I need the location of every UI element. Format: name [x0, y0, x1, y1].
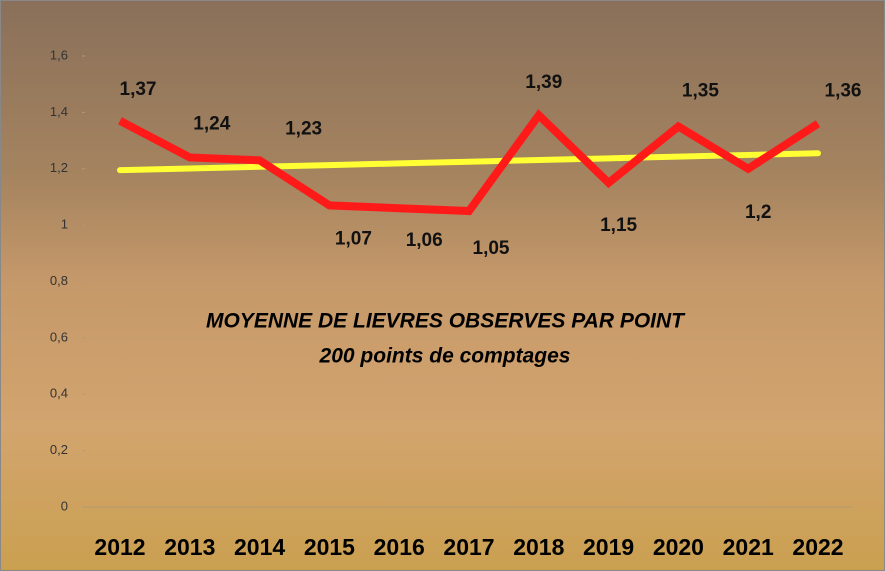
chart-title: MOYENNE DE LIEVRES OBSERVES PAR POINT	[206, 310, 686, 333]
x-tick-label: 2020	[653, 534, 704, 560]
chart-subtitle: 200 points de comptages	[319, 345, 571, 368]
x-tick-label: 2016	[374, 534, 425, 560]
x-tick-label: 2021	[723, 534, 774, 560]
x-tick-label: 2019	[583, 534, 634, 560]
data-line	[118, 109, 821, 216]
y-tick-label: 0	[61, 498, 68, 513]
y-tick-label: 1	[61, 217, 68, 232]
y-tick-label: 0,8	[50, 273, 68, 288]
value-label: 1,24	[193, 113, 230, 134]
value-label: 1,15	[600, 215, 637, 236]
x-tick-label: 2012	[94, 534, 145, 560]
x-tick-label: 2014	[234, 534, 285, 560]
y-tick-label: 1,6	[50, 47, 68, 62]
x-tick-label: 2013	[164, 534, 215, 560]
value-label: 1,39	[525, 72, 562, 93]
y-tick-label: 0,4	[50, 386, 68, 401]
y-tick-label: 0,2	[50, 442, 68, 457]
value-label: 1,05	[473, 238, 510, 259]
value-label: 1,2	[745, 202, 771, 223]
x-tick-label: 2017	[443, 534, 494, 560]
value-label: 1,35	[682, 80, 719, 101]
trend-line	[117, 150, 821, 174]
value-label: 1,36	[825, 81, 862, 102]
value-label: 1,37	[120, 79, 157, 100]
x-tick-label: 2015	[304, 534, 355, 560]
y-tick-label: 1,4	[50, 104, 68, 119]
x-tick-label: 2018	[513, 534, 564, 560]
x-tick-label: 2022	[792, 534, 843, 560]
y-tick-label: 0,6	[50, 329, 68, 344]
y-tick-label: 1,2	[50, 160, 68, 175]
value-label: 1,23	[285, 118, 322, 139]
value-label: 1,07	[335, 228, 372, 249]
value-label: 1,06	[406, 230, 443, 251]
